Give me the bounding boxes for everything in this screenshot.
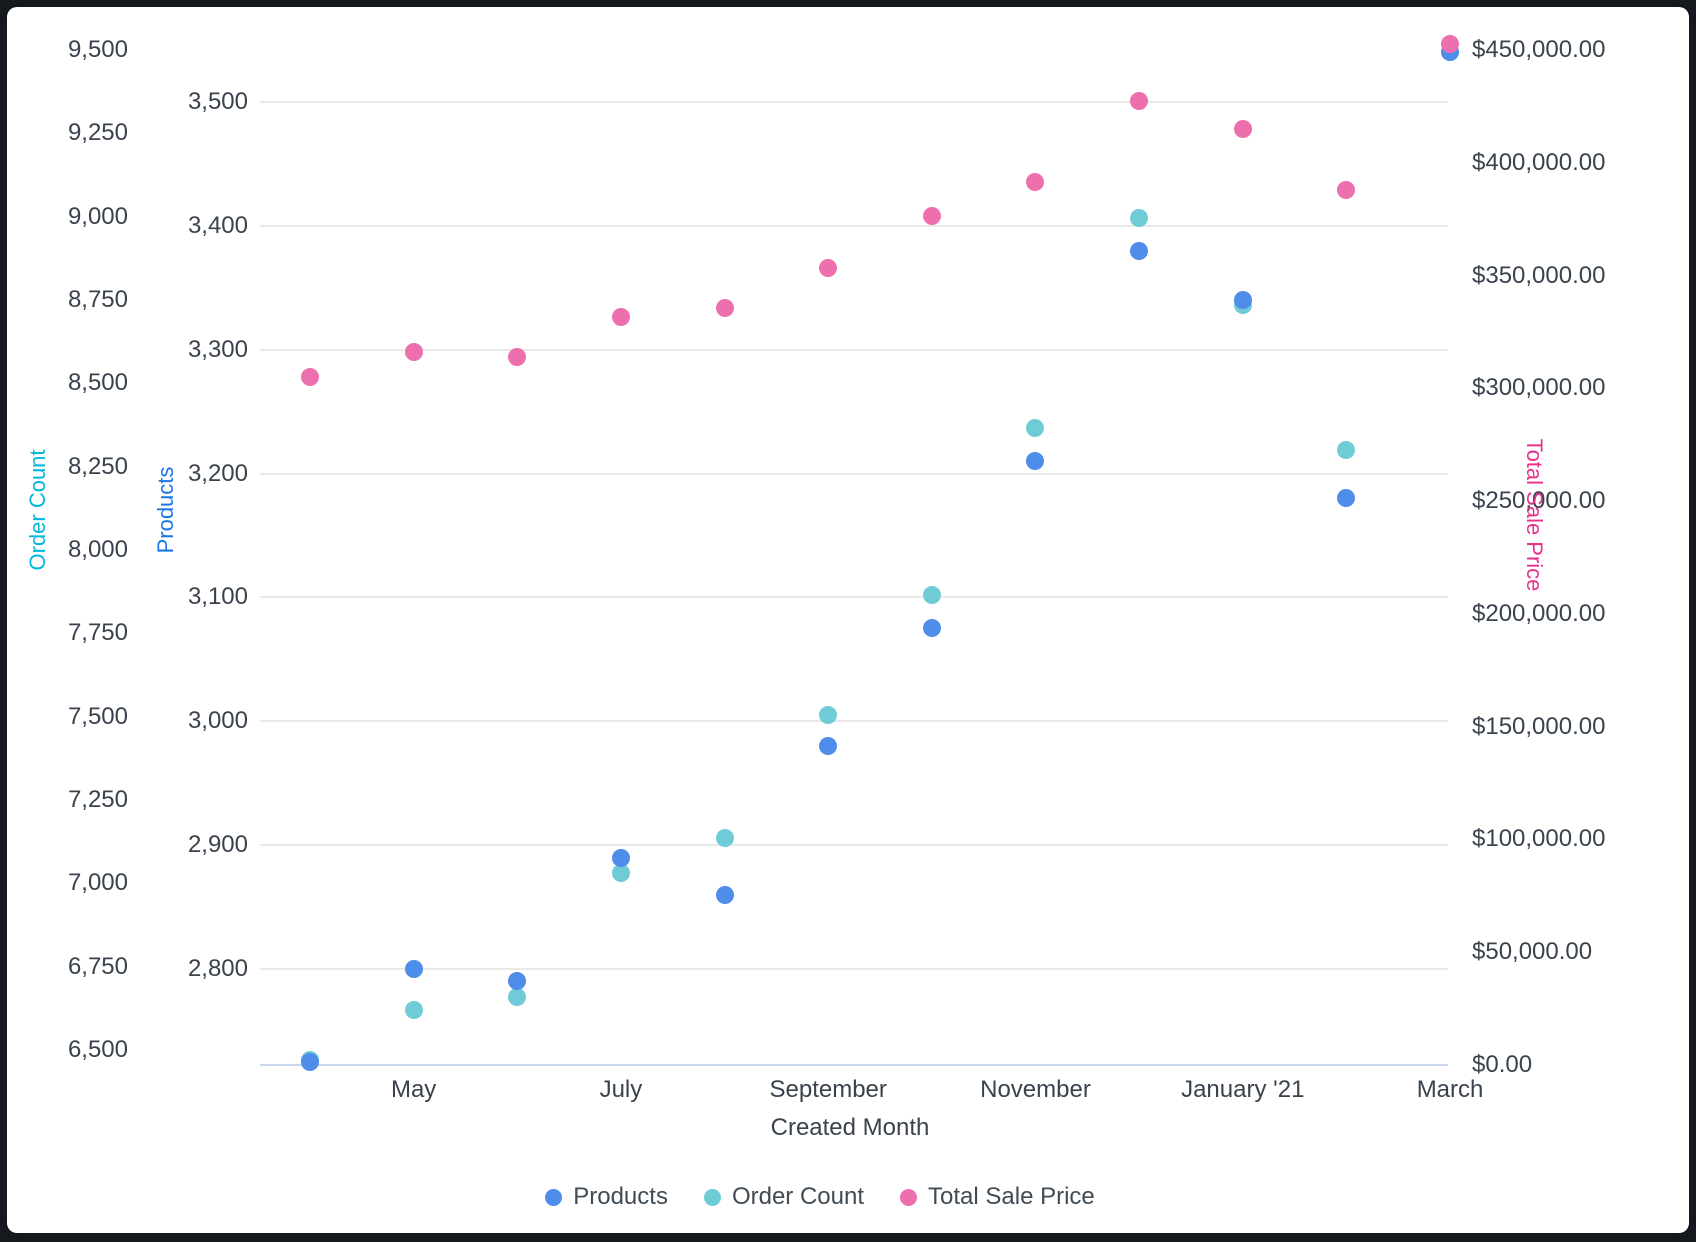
products-tick-label: 3,300 [187,335,248,363]
price-tick-label: $200,000.00 [1472,599,1606,627]
gridline [260,720,1448,723]
point-total-sale-price-december[interactable] [1130,91,1149,110]
point-products-february[interactable] [1337,489,1356,508]
point-order-count-october[interactable] [922,585,941,604]
legend-label: Products [573,1183,668,1210]
point-products-september[interactable] [819,737,838,756]
x-tick-label: September [769,1076,887,1103]
point-total-sale-price-april[interactable] [301,368,319,387]
x-axis-line [260,1064,1448,1066]
order-count-tick-label: 6,750 [67,952,128,980]
x-tick-label: July [599,1076,643,1103]
legend-swatch-icon [545,1188,563,1206]
products-tick-label: 3,000 [187,707,248,735]
order-count-tick-label: 8,500 [67,369,128,397]
point-total-sale-price-september[interactable] [819,258,838,277]
legend-item-order-count[interactable]: Order Count [703,1183,865,1211]
y-axis-title-order-count: Order Count [25,449,50,571]
point-order-count-november[interactable] [1026,419,1045,438]
point-products-august[interactable] [715,885,734,904]
point-order-count-december[interactable] [1130,209,1149,228]
point-order-count-july[interactable] [611,864,630,883]
gridline [260,968,1448,971]
scatter-chart: 9,500 9,250 9,000 8,750 8,500 8,250 8,000 7,750… [7,7,1689,1233]
legend-swatch-icon [703,1188,721,1206]
price-tick-label: $450,000.00 [1472,35,1606,63]
price-tick-label: $150,000.00 [1472,712,1606,740]
point-total-sale-price-november[interactable] [1026,172,1045,191]
order-count-tick-label: 6,500 [67,1035,128,1063]
price-tick-label: $50,000.00 [1472,938,1593,966]
x-tick-label: November [980,1076,1091,1103]
products-tick-label: 2,900 [187,831,248,859]
products-tick-label: 3,100 [187,583,248,611]
y-axis-title-total-sale-price: Total Sale Price [1522,438,1547,592]
order-count-tick-label: 8,750 [67,285,128,313]
point-total-sale-price-august[interactable] [715,299,734,318]
price-tick-label: $250,000.00 [1472,487,1606,515]
products-tick-label: 3,500 [187,88,248,115]
point-products-april[interactable] [301,1052,319,1071]
order-count-tick-label: 8,250 [67,452,128,480]
point-order-count-september[interactable] [819,705,838,724]
chart-card: 9,500 9,250 9,000 8,750 8,500 8,250 8,000 7,750… [7,7,1689,1233]
order-count-tick-label: 9,500 [67,36,128,63]
point-total-sale-price-june[interactable] [508,347,527,366]
order-count-tick-label: 7,500 [67,702,128,730]
price-tick-label: $300,000.00 [1472,374,1606,402]
order-count-tick-label: 7,750 [67,619,128,647]
legend-label: Order Count [731,1183,865,1210]
price-tick-label: $0.00 [1472,1051,1533,1078]
y-axis-title-products: Products [153,466,178,554]
gridline [260,101,1448,103]
point-total-sale-price-february[interactable] [1337,180,1356,199]
x-tick-label: March [1416,1076,1484,1103]
point-order-count-june[interactable] [508,987,527,1006]
gridline [260,844,1448,847]
point-products-july[interactable] [611,848,630,867]
point-total-sale-price-march[interactable] [1441,35,1460,54]
point-total-sale-price-october[interactable] [922,206,941,225]
point-products-june[interactable] [508,972,527,991]
order-count-tick-label: 7,250 [67,785,128,813]
legend-label: Total Sale Price [928,1183,1095,1210]
gridline [260,596,1448,599]
order-count-tick-label: 8,000 [67,535,128,563]
x-tick-label: May [390,1076,437,1103]
gridline [260,224,1448,227]
point-products-january-21[interactable] [1233,291,1252,310]
point-products-november[interactable] [1026,452,1045,471]
products-tick-label: 3,200 [187,459,248,487]
price-tick-label: $350,000.00 [1472,261,1606,289]
price-tick-label: $400,000.00 [1472,148,1606,176]
x-axis-title: Created Month [770,1114,930,1141]
products-tick-label: 2,800 [187,955,248,983]
gridline [260,348,1448,351]
legend-item-total-sale-price[interactable]: Total Sale Price [900,1183,1095,1211]
point-order-count-february[interactable] [1337,440,1356,459]
order-count-tick-label: 9,000 [67,202,128,230]
gridline [260,472,1448,475]
legend: Products Order Count Total Sale Price [7,1183,1640,1211]
legend-item-products[interactable]: Products [545,1183,668,1211]
point-products-december[interactable] [1130,241,1149,260]
order-count-tick-label: 7,000 [67,869,128,897]
point-products-may[interactable] [404,960,423,979]
x-tick-label: January '21 [1181,1076,1305,1103]
point-total-sale-price-may[interactable] [404,343,423,362]
legend-swatch-icon [900,1188,918,1206]
point-order-count-may[interactable] [404,1000,423,1019]
point-total-sale-price-january-21[interactable] [1233,119,1252,138]
products-tick-label: 3,400 [187,211,248,239]
point-order-count-august[interactable] [715,829,734,848]
point-total-sale-price-july[interactable] [611,308,630,327]
order-count-tick-label: 9,250 [67,119,128,147]
price-tick-label: $100,000.00 [1472,825,1606,853]
point-products-october[interactable] [922,619,941,638]
